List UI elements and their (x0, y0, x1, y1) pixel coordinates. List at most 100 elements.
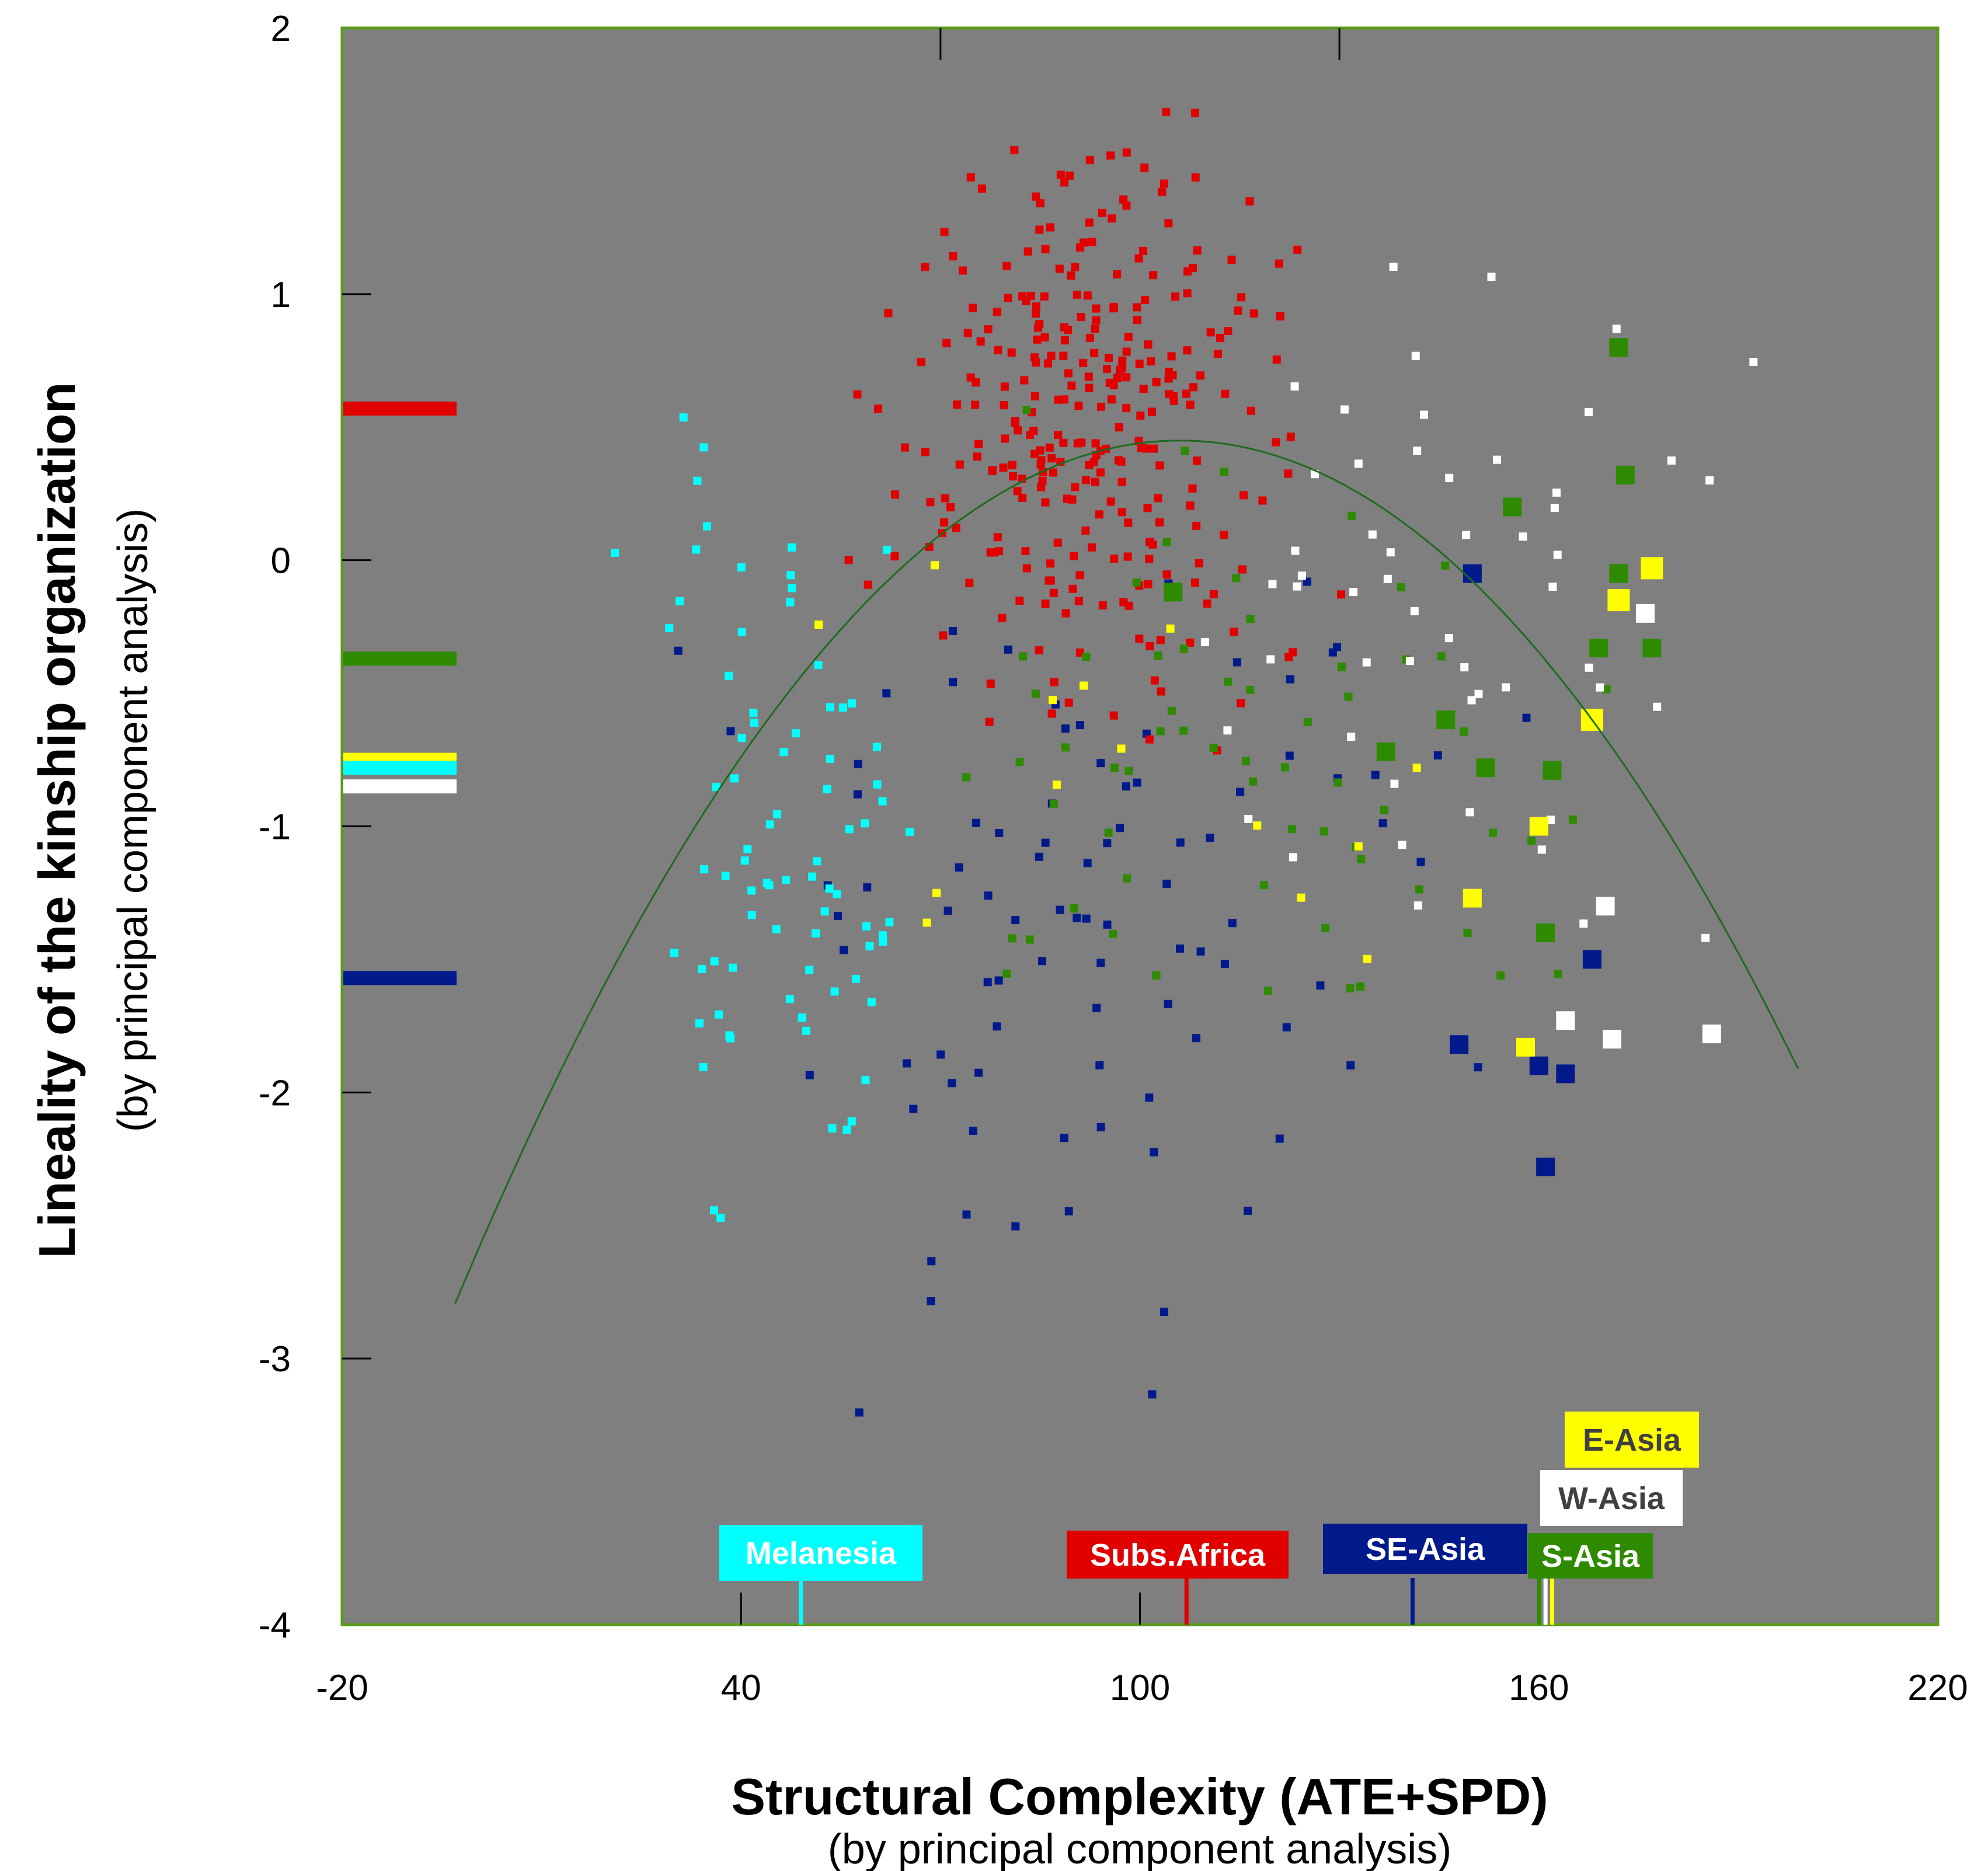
data-point (1537, 845, 1546, 854)
data-point (867, 998, 876, 1006)
region-mean-bar (343, 971, 457, 985)
data-point (1368, 530, 1377, 539)
data-point (1073, 914, 1081, 922)
data-point (1117, 744, 1126, 753)
data-point (882, 689, 891, 698)
data-point (1073, 439, 1082, 448)
data-point (1085, 461, 1094, 469)
data-point (1070, 552, 1078, 560)
data-point (798, 1013, 806, 1022)
data-point (1337, 590, 1346, 599)
region-label-box (1323, 1524, 1527, 1574)
data-point (1667, 456, 1676, 465)
data-point (1155, 461, 1164, 470)
data-point (1145, 1093, 1154, 1102)
data-point (749, 708, 758, 717)
data-point (1156, 636, 1165, 644)
data-point (1073, 290, 1081, 299)
x-tick-label: 220 (1907, 1668, 1968, 1708)
data-point (1083, 291, 1092, 300)
data-point (1206, 834, 1214, 842)
data-point (994, 346, 1002, 354)
data-point (1287, 825, 1296, 834)
data-point (1386, 548, 1395, 557)
data-point (1035, 225, 1044, 234)
data-point (1123, 552, 1132, 561)
data-point (873, 780, 882, 789)
data-point (1103, 920, 1112, 929)
data-point (1056, 170, 1065, 179)
data-point (1103, 839, 1112, 848)
data-point (1103, 365, 1112, 374)
data-point (1213, 349, 1222, 358)
y-tick-label: -4 (259, 1605, 291, 1646)
data-point (1025, 935, 1034, 944)
data-point-large (1463, 564, 1482, 583)
data-point (853, 390, 862, 399)
data-point (1344, 692, 1353, 701)
data-point (808, 872, 817, 881)
data-point (1119, 195, 1128, 204)
data-point (1150, 676, 1159, 685)
data-point (1064, 698, 1073, 707)
data-point (1135, 359, 1144, 368)
data-point-large (1463, 889, 1482, 908)
data-point (1284, 653, 1293, 661)
data-point (1088, 238, 1096, 246)
data-point (1266, 655, 1275, 664)
data-point (1064, 369, 1073, 378)
data-point (1167, 352, 1176, 361)
data-point (1340, 405, 1349, 414)
data-point (1502, 683, 1510, 692)
data-point (962, 1210, 971, 1219)
data-point (1122, 782, 1130, 791)
region-mean-bar (343, 779, 457, 794)
data-point (1183, 289, 1192, 298)
data-point (1080, 238, 1088, 247)
data-point (1133, 303, 1141, 312)
data-point-large (1641, 557, 1663, 580)
data-point (1171, 292, 1180, 301)
data-point (1145, 555, 1154, 563)
plot-background (340, 26, 1940, 1626)
data-point (993, 308, 1001, 316)
data-point (1134, 254, 1143, 263)
data-point (1467, 696, 1476, 705)
data-point (1110, 555, 1119, 563)
data-point (1519, 532, 1527, 541)
data-point (1413, 447, 1422, 455)
data-point (823, 785, 831, 793)
data-point (791, 729, 800, 738)
data-point (1152, 971, 1161, 980)
data-point (1410, 607, 1419, 615)
data-point (993, 1022, 1001, 1031)
data-point (1096, 1123, 1105, 1131)
data-point (1124, 766, 1133, 775)
data-point (927, 1257, 936, 1266)
data-point (1245, 197, 1254, 206)
data-point (1019, 652, 1028, 661)
data-point (940, 228, 949, 236)
data-point (1209, 590, 1218, 598)
data-point (785, 995, 794, 1004)
data-point (1096, 959, 1105, 967)
data-point (969, 1127, 977, 1135)
region-label: E-Asia (1583, 1423, 1681, 1458)
data-point (1568, 815, 1577, 824)
data-point (1010, 146, 1019, 155)
data-point (1060, 178, 1069, 187)
region-mean-bar (343, 651, 457, 666)
data-point (1378, 819, 1387, 828)
data-point (1108, 214, 1116, 223)
data-point (1190, 109, 1199, 117)
data-point (952, 524, 960, 532)
data-point (1068, 495, 1077, 504)
data-point (750, 718, 758, 727)
data-point (1701, 933, 1710, 942)
data-point (1585, 663, 1593, 672)
data-point (1032, 309, 1040, 318)
data-point (939, 631, 948, 640)
data-point (1118, 356, 1127, 365)
data-point (949, 626, 958, 635)
data-point (1143, 504, 1152, 513)
